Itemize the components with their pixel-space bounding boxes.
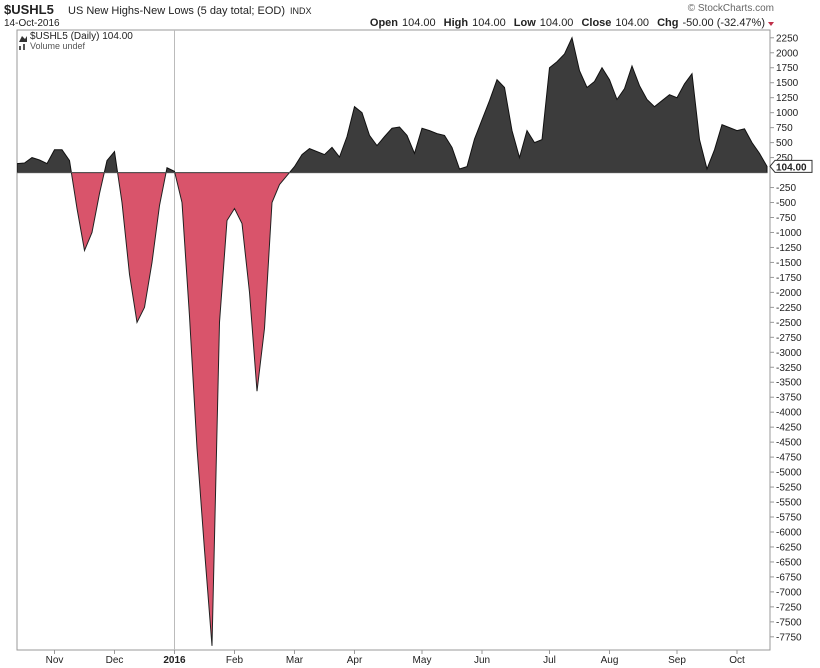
- y-tick-label: -6750: [776, 572, 802, 583]
- y-tick-label: 2000: [776, 48, 799, 59]
- y-tick-label: 1250: [776, 93, 799, 104]
- exchange: INDX: [290, 6, 312, 16]
- y-tick-label: -500: [776, 198, 796, 209]
- y-tick-label: 1000: [776, 108, 799, 119]
- quote-value: -50.00 (-32.47%): [682, 17, 765, 29]
- x-tick-label: Mar: [286, 655, 304, 666]
- y-tick-label: 1500: [776, 78, 799, 89]
- y-tick-label: -250: [776, 183, 796, 194]
- area-negative: [17, 172, 768, 646]
- y-tick-label: 1750: [776, 63, 799, 74]
- y-tick-label: -3250: [776, 363, 802, 374]
- y-tick-label: -1000: [776, 228, 802, 239]
- y-tick-label: -6500: [776, 557, 802, 568]
- date: 14-Oct-2016: [4, 18, 60, 29]
- y-tick-label: -4750: [776, 453, 802, 464]
- symbol: $USHL5: [4, 2, 54, 17]
- x-tick-label: Oct: [729, 655, 745, 666]
- y-tick-label: -5000: [776, 468, 802, 479]
- legend-icon: [19, 36, 27, 42]
- y-tick-label: -1500: [776, 258, 802, 269]
- y-tick-label: 2250: [776, 33, 799, 44]
- quote-label: Low: [514, 17, 536, 29]
- x-tick-label: Jun: [474, 655, 490, 666]
- quote-label: Chg: [657, 17, 678, 29]
- y-tick-label: -5750: [776, 513, 802, 524]
- legend-entry: $USHL5 (Daily) 104.00: [30, 31, 133, 42]
- y-tick-label: -2250: [776, 303, 802, 314]
- y-tick-label: 500: [776, 138, 793, 149]
- x-tick-label: Dec: [106, 655, 124, 666]
- x-tick-label: 2016: [163, 655, 186, 666]
- legend-entry: Volume undef: [30, 41, 86, 51]
- y-tick-label: 250: [776, 153, 793, 164]
- x-tick-label: Apr: [347, 655, 363, 666]
- x-tick-label: May: [413, 655, 432, 666]
- y-tick-label: -4250: [776, 423, 802, 434]
- down-arrow: [768, 22, 774, 26]
- plot-frame: [16, 29, 771, 651]
- y-tick-label: -2750: [776, 333, 802, 344]
- x-tick-label: Nov: [46, 655, 64, 666]
- y-tick-label: -3750: [776, 393, 802, 404]
- x-tick-label: Sep: [668, 655, 686, 666]
- quote-label: High: [444, 17, 469, 29]
- y-tick-label: -2000: [776, 288, 802, 299]
- legend-icon: [19, 44, 25, 50]
- quote-label: Close: [581, 17, 611, 29]
- y-tick-label: -750: [776, 213, 796, 224]
- quote-value: 104.00: [402, 17, 436, 29]
- y-tick-label: -7250: [776, 602, 802, 613]
- y-tick-label: -7750: [776, 632, 802, 643]
- quote-value: 104.00: [615, 17, 649, 29]
- last-value-tag: [769, 159, 813, 173]
- y-tick-label: -3500: [776, 378, 802, 389]
- y-tick-label: -1750: [776, 273, 802, 284]
- x-tick-label: Jul: [543, 655, 556, 666]
- y-tick-label: 750: [776, 123, 793, 134]
- y-tick-label: -7500: [776, 617, 802, 628]
- quote-value: 104.00: [540, 17, 574, 29]
- y-tick-label: -1250: [776, 243, 802, 254]
- copyright: © StockCharts.com: [688, 3, 774, 14]
- last-value-label: 104.00: [776, 162, 807, 173]
- y-tick-label: -3000: [776, 348, 802, 359]
- y-tick-label: -5250: [776, 483, 802, 494]
- y-tick-label: -4500: [776, 438, 802, 449]
- x-tick-label: Aug: [601, 655, 619, 666]
- quote: Open 104.00 High 104.00 Low 104.00 Close 104.00…: [370, 17, 765, 29]
- x-tick-label: Feb: [226, 655, 244, 666]
- y-tick-label: -6250: [776, 542, 802, 553]
- y-tick-label: -4000: [776, 408, 802, 419]
- y-tick-label: -2500: [776, 318, 802, 329]
- area-positive: [17, 36, 768, 173]
- y-tick-label: -6000: [776, 527, 802, 538]
- quote-value: 104.00: [472, 17, 506, 29]
- y-tick-label: -7000: [776, 587, 802, 598]
- symbol-name: US New Highs-New Lows (5 day total; EOD): [68, 5, 285, 17]
- quote-label: Open: [370, 17, 398, 29]
- y-tick-label: -5500: [776, 498, 802, 509]
